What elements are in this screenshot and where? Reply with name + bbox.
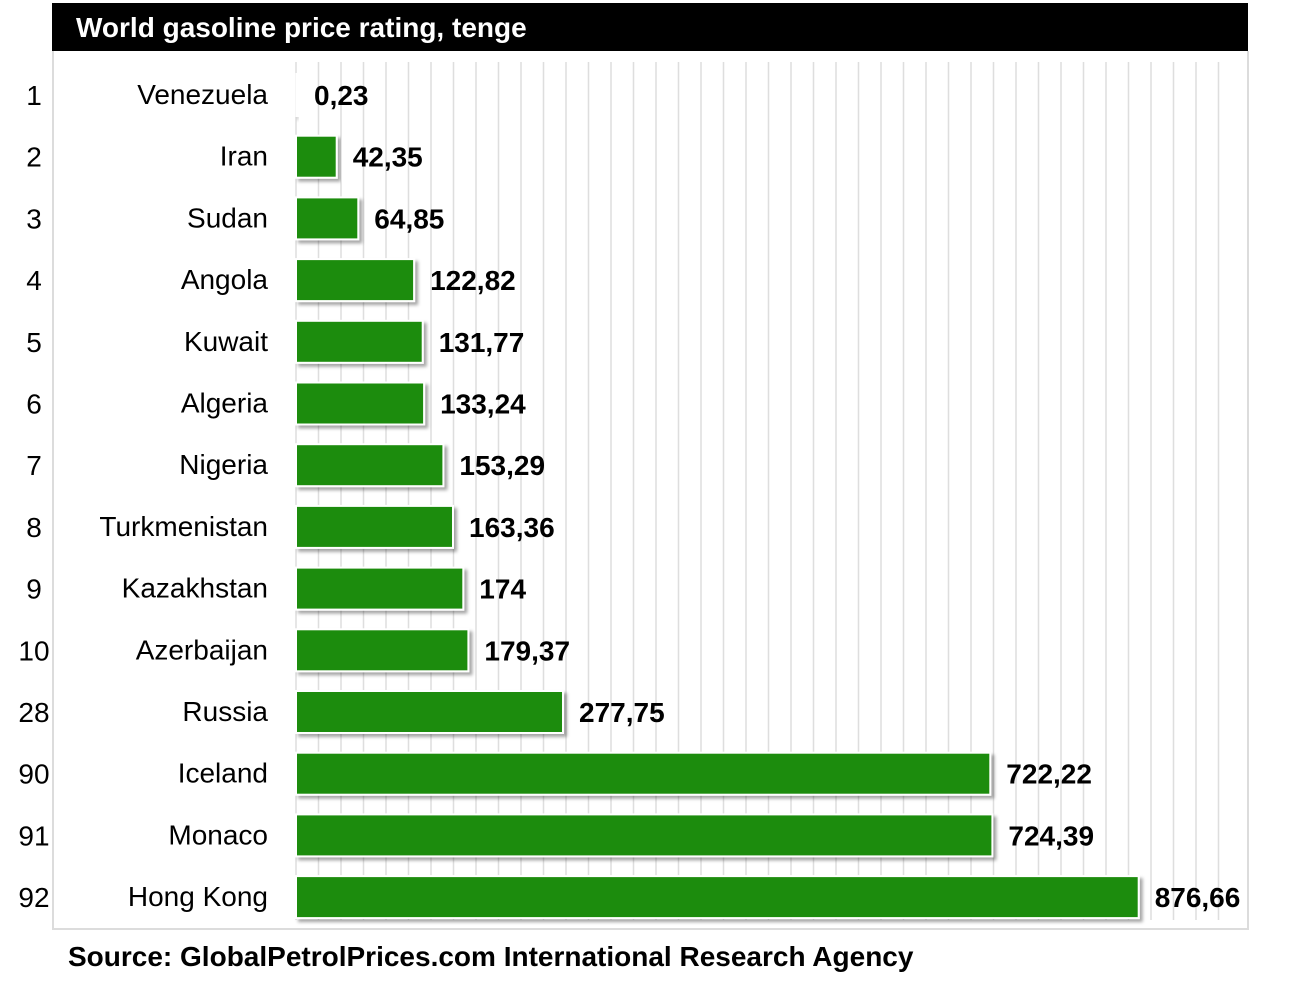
bar-algeria (295, 381, 426, 426)
data-label: 174 (479, 574, 526, 605)
rank-label: 28 (18, 697, 49, 728)
chart-title: World gasoline price rating, tenge (76, 12, 527, 43)
data-label: 64,85 (374, 203, 444, 234)
rank-label: 8 (26, 512, 42, 543)
data-label: 131,77 (439, 327, 525, 358)
category-label: Russia (182, 696, 268, 727)
rank-label: 10 (18, 635, 49, 666)
data-label: 0,23 (314, 80, 369, 111)
bar-hong-kong (295, 875, 1140, 920)
data-label: 277,75 (579, 697, 665, 728)
data-label: 179,37 (484, 635, 570, 666)
rank-label: 92 (18, 882, 49, 913)
rank-label: 1 (26, 80, 42, 111)
category-label: Hong Kong (128, 881, 268, 912)
chart-frame (52, 51, 1249, 930)
bar-russia (295, 690, 564, 734)
category-label: Iran (220, 141, 268, 172)
rank-label: 90 (18, 759, 49, 790)
bar-venezuela (295, 73, 299, 117)
category-label: Nigeria (179, 449, 268, 480)
rank-label: 6 (26, 389, 42, 420)
data-label: 722,22 (1006, 759, 1092, 790)
labels: 1 Venezuela 0,23 2 Iran 42,35 3 Sudan 64,85 4 Ango… (18, 79, 1240, 913)
bar-iceland (295, 751, 992, 796)
data-label: 876,66 (1155, 882, 1241, 913)
bars (295, 73, 1140, 920)
rank-label: 9 (26, 574, 42, 605)
data-label: 42,35 (353, 142, 423, 173)
data-label: 153,29 (459, 450, 545, 481)
rank-label: 7 (26, 450, 42, 481)
category-label: Angola (181, 264, 269, 295)
source-note: Source: GlobalPetrolPrices.com Internati… (68, 941, 914, 972)
rank-label: 5 (26, 327, 42, 358)
category-label: Azerbaijan (136, 634, 268, 665)
rank-label: 3 (26, 203, 42, 234)
bar-kazakhstan (295, 566, 465, 611)
rank-label: 91 (18, 820, 49, 851)
category-label: Kuwait (184, 326, 268, 357)
rank-label: 4 (26, 265, 42, 296)
bar-nigeria (295, 443, 445, 488)
data-label: 163,36 (469, 512, 555, 543)
category-label: Sudan (187, 202, 268, 233)
category-label: Iceland (178, 758, 268, 789)
rank-label: 2 (26, 142, 42, 173)
category-label: Monaco (168, 819, 268, 850)
bar-sudan (295, 196, 360, 241)
data-label: 122,82 (430, 265, 516, 296)
bar-iran (295, 134, 338, 179)
bar-turkmenistan (295, 504, 454, 549)
bar-angola (295, 258, 416, 303)
bar-kuwait (295, 319, 424, 364)
category-label: Kazakhstan (122, 573, 268, 604)
data-label: 724,39 (1008, 820, 1094, 851)
category-label: Venezuela (137, 79, 268, 110)
bar-monaco (295, 813, 994, 858)
data-label: 133,24 (440, 389, 526, 420)
category-label: Algeria (181, 388, 269, 419)
chart-title-bar: World gasoline price rating, tenge (52, 3, 1248, 51)
category-label: Turkmenistan (99, 511, 268, 542)
bar-azerbaijan (295, 628, 470, 673)
